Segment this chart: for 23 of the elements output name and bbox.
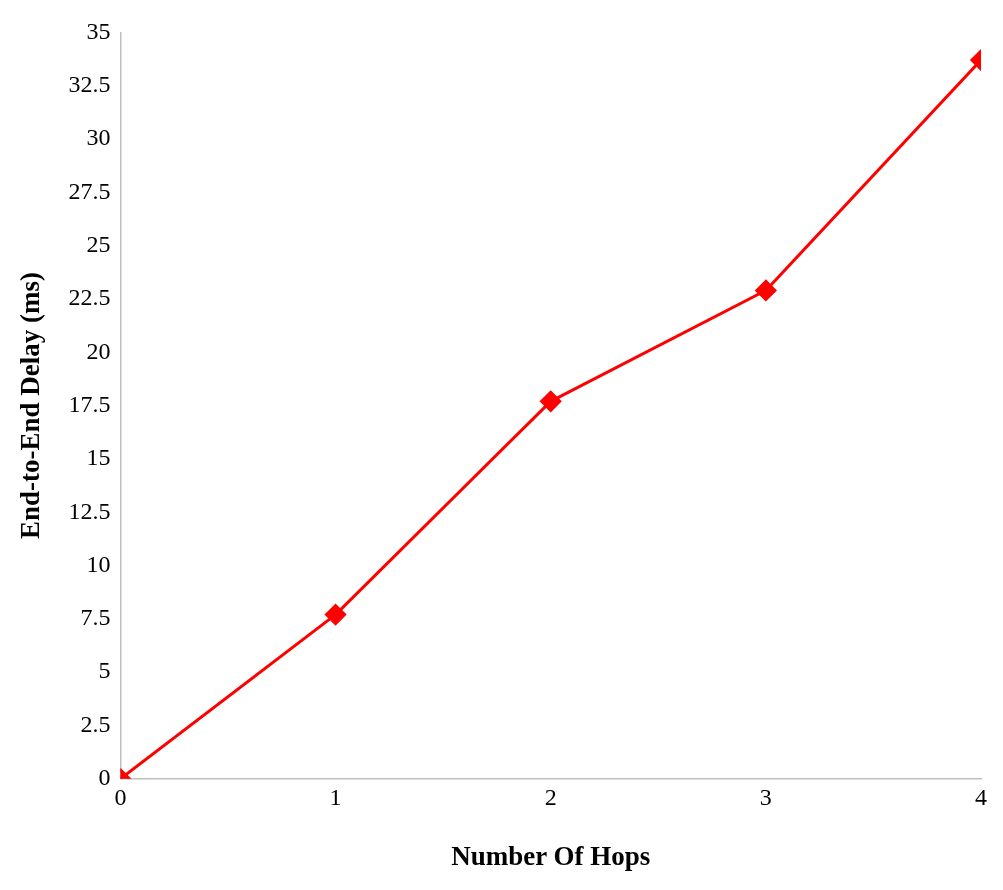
y-tick-label: 15: [86, 444, 111, 471]
y-tick-label: 22.5: [68, 284, 111, 311]
x-tick-label: 2: [544, 784, 557, 811]
y-tick-label: 20: [86, 337, 111, 364]
y-tick-label: 7.5: [80, 604, 111, 631]
y-tick-label: 17.5: [68, 390, 111, 417]
x-tick-label: 4: [975, 784, 987, 811]
y-tick-label: 30: [86, 124, 111, 151]
y-tick-label: 32.5: [68, 71, 111, 98]
y-tick-label: 0: [98, 764, 111, 791]
y-tick-label: 27.5: [68, 177, 111, 204]
y-tick-label: 12.5: [68, 497, 111, 524]
y-tick-label: 10: [86, 550, 111, 577]
point: [540, 390, 562, 412]
y-tick-label: 35: [86, 17, 111, 44]
x-tick-label: 3: [759, 784, 772, 811]
y-tick-label: 25: [86, 230, 111, 257]
y-tick-label: 2.5: [80, 710, 111, 737]
point: [325, 604, 347, 626]
y-axis-title: End-to-End Delay (ms): [15, 272, 46, 540]
x-axis-title: Number Of Hops: [451, 840, 651, 871]
x-tick-label: 1: [329, 784, 342, 811]
y-tick-label: 5: [98, 657, 111, 684]
